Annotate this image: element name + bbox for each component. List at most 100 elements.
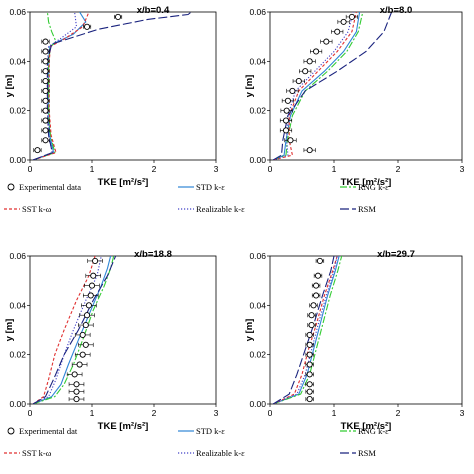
series-line [272, 256, 338, 404]
y-tick-label: 0.06 [249, 7, 266, 17]
legend-2 [4, 427, 356, 454]
experimental-point [306, 147, 313, 154]
legend-label: RSM [358, 204, 376, 214]
x-tick-label: 3 [460, 408, 465, 418]
series-line [32, 256, 96, 404]
y-tick-label: 0.04 [249, 56, 266, 66]
chart-title: x/b=8.0 [380, 5, 412, 16]
chart-panel-3 [27, 255, 217, 407]
experimental-point [340, 18, 347, 25]
y-tick-label: 0.06 [249, 251, 266, 261]
experimental-point [306, 361, 313, 368]
x-tick-label: 1 [332, 408, 337, 418]
y-tick-label: 0.00 [9, 155, 26, 165]
series-line [273, 256, 340, 404]
plot-area [32, 12, 192, 160]
series-line [32, 256, 115, 404]
experimental-point [34, 147, 41, 154]
series-line [32, 256, 117, 404]
x-tick-label: 2 [152, 164, 157, 174]
y-axis-label: y [m] [244, 319, 255, 342]
experimental-point [73, 396, 80, 403]
x-axis-label: TKE [m²/s²] [341, 177, 392, 188]
series-line [272, 12, 361, 160]
experimental-point [306, 341, 313, 348]
x-tick-label: 2 [396, 164, 401, 174]
experimental-point [310, 302, 317, 309]
series-line [32, 256, 112, 404]
experimental-point [82, 322, 89, 329]
experimental-point [284, 97, 291, 104]
y-tick-label: 0.04 [9, 300, 26, 310]
experimental-point [323, 38, 330, 45]
y-tick-label: 0.02 [249, 106, 266, 116]
series-line [273, 12, 357, 160]
x-tick-label: 2 [152, 408, 157, 418]
chart-title: x/b=29.7 [377, 249, 415, 260]
experimental-point [306, 388, 313, 395]
y-tick-label: 0.00 [249, 155, 266, 165]
x-tick-label: 0 [28, 408, 33, 418]
experimental-point [306, 331, 313, 338]
y-tick-label: 0.04 [9, 56, 26, 66]
experimental-point [334, 28, 341, 35]
plot-area [272, 12, 393, 160]
legend-label: SST k-ω [22, 448, 52, 458]
experimental-point [73, 388, 80, 395]
experimental-point [316, 257, 323, 264]
plot-frame [269, 11, 463, 161]
legend-label: RNG k-ε [358, 182, 389, 192]
plot-area [32, 256, 117, 404]
experimental-point [87, 292, 94, 299]
y-tick-label: 0.06 [9, 251, 26, 261]
plot-area [272, 256, 343, 404]
experimental-point [114, 13, 122, 20]
x-tick-label: 3 [214, 164, 219, 174]
experimental-point [282, 117, 290, 124]
legend-label: STD k-ε [196, 426, 225, 436]
chart-panel-4 [267, 255, 463, 407]
experimental-point [287, 137, 294, 144]
experimental-point [79, 331, 86, 338]
experimental-point [42, 87, 49, 94]
experimental-point [313, 282, 320, 289]
legend-1 [4, 183, 356, 210]
x-tick-label: 3 [460, 164, 465, 174]
experimental-point [308, 322, 315, 329]
legend-label: Experimental dat [19, 426, 78, 436]
plot-frame [29, 255, 217, 405]
legend-marker [7, 183, 15, 191]
experimental-point [83, 312, 91, 319]
series-line [32, 12, 78, 160]
y-tick-label: 0.02 [9, 106, 26, 116]
experimental-point [42, 38, 49, 45]
experimental-point [79, 351, 86, 358]
x-tick-label: 1 [90, 164, 95, 174]
experimental-point [42, 68, 49, 75]
experimental-point [42, 58, 49, 65]
legend-label: STD k-ε [196, 182, 225, 192]
experimental-point [306, 396, 313, 403]
experimental-point [313, 292, 320, 299]
y-axis-label: y [m] [4, 319, 15, 342]
legend-label: RNG k-ε [358, 426, 389, 436]
y-tick-label: 0.00 [249, 399, 266, 409]
series-line [272, 12, 393, 160]
experimental-point [313, 48, 320, 55]
experimental-point [83, 23, 91, 30]
y-axis-label: y [m] [244, 75, 255, 98]
chart-panel-2 [267, 11, 463, 163]
experimental-point [42, 48, 49, 55]
experimental-point [90, 272, 97, 279]
chart-title: x/b=18.8 [134, 249, 172, 260]
experimental-point [306, 371, 313, 378]
y-tick-label: 0.02 [249, 350, 266, 360]
y-tick-label: 0.02 [9, 350, 26, 360]
x-tick-label: 0 [268, 408, 273, 418]
experimental-point [42, 127, 49, 134]
experimental-point [308, 312, 315, 319]
x-tick-label: 0 [28, 164, 33, 174]
x-axis-label: TKE [m²/s²] [98, 177, 149, 188]
experimental-point [306, 351, 313, 358]
